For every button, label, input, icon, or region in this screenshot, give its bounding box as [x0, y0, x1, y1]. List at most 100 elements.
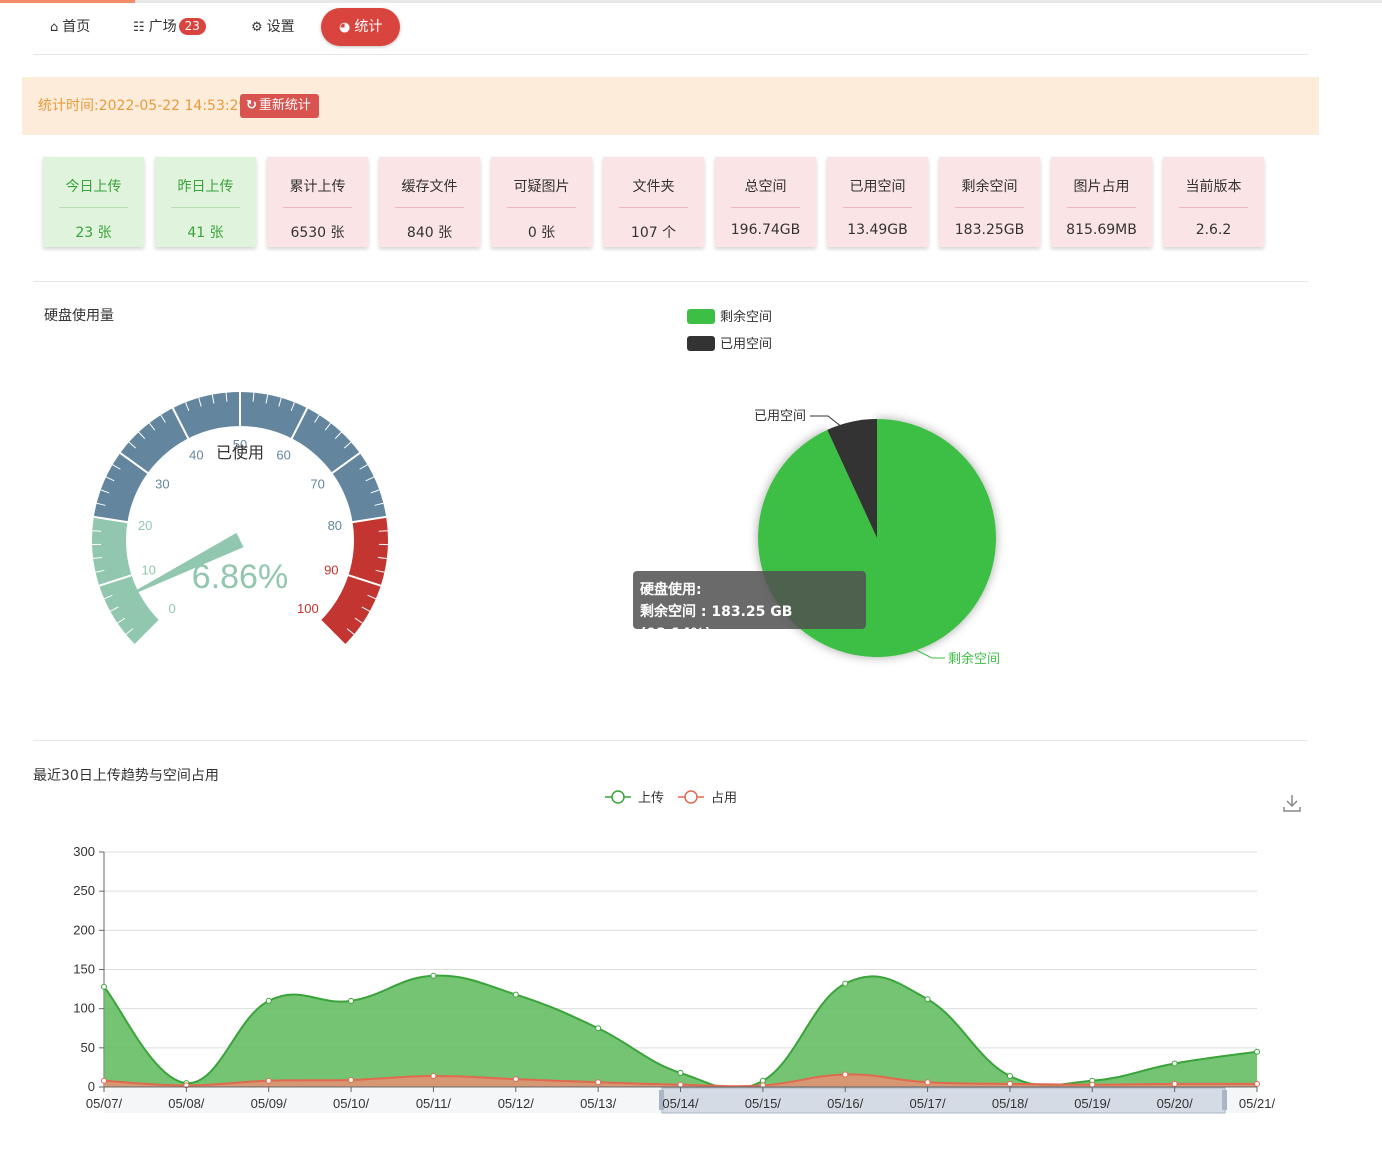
home-icon: ⌂: [50, 20, 59, 35]
stat-card-value: 41 张: [187, 225, 224, 241]
gauge-tick-label: 70: [310, 477, 324, 492]
stat-card: 文件夹 107 个: [603, 157, 704, 247]
trend-xtick-label: 05/10/: [333, 1096, 370, 1111]
download-icon[interactable]: [1281, 792, 1303, 814]
stat-card: 可疑图片 0 张: [491, 157, 592, 247]
gauge-tick: [148, 422, 156, 431]
gauge-tick: [343, 441, 352, 449]
stat-card-title: 文件夹: [632, 179, 675, 195]
trend-area: [104, 975, 1257, 1089]
stat-card-divider: [59, 207, 128, 208]
nav-item-square[interactable]: ☷ 广场 23: [133, 8, 206, 46]
trend-legend-marker: [684, 790, 698, 804]
trend-legend-label: 占用: [711, 791, 737, 806]
stat-card-divider: [395, 207, 464, 208]
nav-bar: ⌂ 首页 ☷ 广场 23 ⚙ 设置 ◕ 统计: [33, 3, 1308, 55]
stat-card: 累计上传 6530 张: [267, 157, 368, 247]
divider: [33, 281, 1308, 282]
trend-point: [1254, 1080, 1260, 1087]
gauge-tick: [377, 556, 387, 560]
trend-ytick-label: 100: [73, 1001, 95, 1016]
gauge-tick-label: 60: [276, 447, 290, 462]
stat-card-value: 196.74GB: [730, 222, 801, 238]
gauge-tick: [359, 464, 368, 470]
trend-legend-label: 上传: [638, 791, 664, 806]
gauge-tick: [211, 394, 215, 404]
nav-item-settings[interactable]: ⚙ 设置: [251, 8, 295, 46]
stat-card-value: 13.49GB: [847, 222, 908, 238]
gauge-tick: [128, 441, 137, 449]
pie-label-line: [915, 649, 945, 659]
gauge-tick-label: 50: [233, 437, 247, 452]
gauge-tick: [171, 407, 190, 439]
trend-area-chart: 上传 占用 0 50 100 150 200 250 300 05/07/05/08/05/09/…: [73, 790, 1275, 1114]
gauge-tick: [117, 617, 126, 624]
stat-card-divider: [731, 207, 800, 208]
gauge-tick: [352, 515, 387, 524]
gauge-tick: [134, 619, 161, 646]
gauge-tick: [103, 594, 113, 600]
gauge-tick: [278, 397, 282, 407]
pie-legend-label: 剩余空间: [720, 309, 772, 325]
tooltip-title: 硬盘使用:: [640, 582, 702, 598]
gauge-tick: [319, 619, 346, 646]
stat-card-divider: [619, 207, 688, 208]
disk-usage-title: 硬盘使用量: [44, 308, 114, 324]
trend-point: [595, 1079, 602, 1086]
stat-card-title: 今日上传: [65, 179, 122, 195]
nav-item-home[interactable]: ⌂ 首页: [50, 8, 90, 46]
nav-item-stats[interactable]: ◕ 统计: [321, 8, 401, 46]
gauge-tick: [160, 414, 166, 423]
trend-xtick-label: 05/18/: [992, 1096, 1029, 1111]
gauge-tick-label: 40: [189, 447, 203, 462]
gauge-band-low: [92, 516, 160, 645]
pie-legend-swatch: [687, 309, 715, 324]
trend-point: [1254, 1048, 1260, 1055]
pie-label: 已用空间: [754, 409, 806, 424]
trend-point: [101, 983, 107, 990]
nav-item-label: 设置: [266, 19, 295, 35]
stat-card-title: 可疑图片: [513, 179, 570, 195]
pie-legend-swatch: [687, 336, 715, 351]
trend-xtick-label: 05/09/: [251, 1096, 288, 1111]
gauge-tick: [374, 502, 384, 506]
trend-ytick-label: 150: [73, 962, 95, 977]
stat-card-title: 已用空间: [849, 179, 906, 195]
trend-point: [924, 996, 931, 1003]
stat-card: 昨日上传 41 张: [155, 157, 256, 247]
gauge-tick: [93, 515, 128, 524]
trend-xtick-label: 05/15/: [745, 1096, 782, 1111]
trend-xtick-label: 05/13/: [580, 1096, 617, 1111]
gauge-pointer: [116, 532, 244, 602]
trend-point: [1171, 1060, 1178, 1067]
trend-xtick-label: 05/16/: [827, 1096, 864, 1111]
stat-card-title: 昨日上传: [177, 179, 234, 195]
nav-item-label: 广场: [148, 19, 177, 35]
gauge-tick: [348, 574, 382, 587]
stat-card: 缓存文件 840 张: [379, 157, 480, 247]
refresh-stats-button[interactable]: ↻ 重新统计: [240, 94, 319, 118]
trend-point: [512, 991, 519, 998]
stat-card: 已用空间 13.49GB: [827, 157, 928, 247]
stat-card-title: 总空间: [744, 179, 787, 195]
trend-point: [1089, 1081, 1096, 1088]
nav-item-label: 首页: [62, 19, 91, 35]
stat-card-value: 840 张: [406, 225, 453, 241]
refresh-stats-label: 重新统计: [258, 98, 311, 113]
trend-point: [1006, 1080, 1013, 1087]
gauge-band-mid: [93, 392, 387, 523]
trend-point: [1171, 1080, 1178, 1087]
stat-card: 总空间 196.74GB: [715, 157, 816, 247]
gauge-tick: [252, 392, 255, 402]
stat-card-divider: [171, 207, 240, 208]
gauge-tick-label: 20: [138, 518, 152, 533]
trend-point: [842, 980, 849, 987]
gauge-tick: [290, 402, 295, 411]
stat-card-title: 累计上传: [289, 179, 346, 195]
divider: [33, 740, 1308, 741]
trend-ytick-label: 50: [81, 1040, 95, 1055]
gauge-title: 已使用: [216, 443, 264, 462]
stat-card-title: 缓存文件: [401, 179, 458, 195]
trend-ytick-label: 200: [73, 922, 95, 937]
trend-xtick-label: 05/17/: [909, 1096, 946, 1111]
